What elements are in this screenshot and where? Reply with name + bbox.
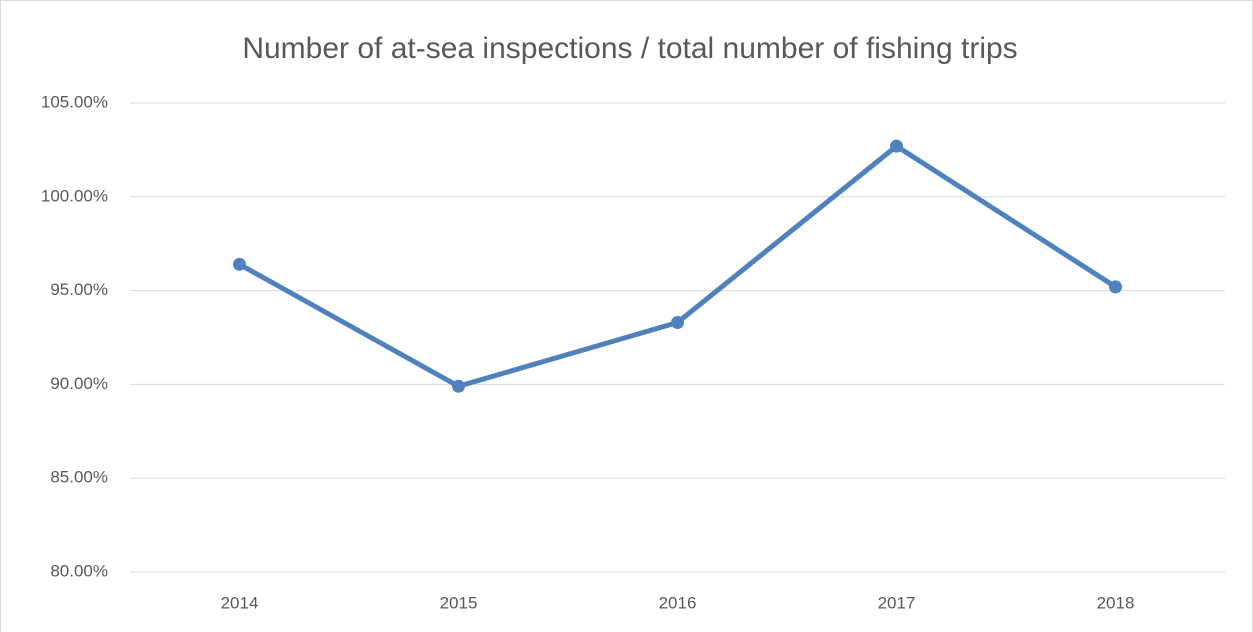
x-tick-label: 2017 (878, 593, 916, 612)
y-tick-label: 100.00% (41, 186, 108, 205)
y-tick-label: 90.00% (50, 374, 108, 393)
x-tick-label: 2015 (440, 593, 478, 612)
data-point (671, 315, 684, 329)
chart-title: Number of at-sea inspections / total num… (242, 32, 1017, 65)
x-tick-label: 2014 (221, 593, 259, 612)
x-tick-label: 2016 (659, 593, 697, 612)
data-point (452, 379, 465, 393)
data-point (233, 257, 246, 271)
x-tick-label: 2018 (1097, 593, 1135, 612)
data-point (890, 139, 903, 153)
y-tick-label: 80.00% (50, 561, 108, 580)
y-tick-label: 85.00% (50, 468, 108, 487)
data-point (1109, 280, 1122, 294)
y-tick-label: 105.00% (41, 92, 108, 111)
y-tick-label: 95.00% (50, 280, 108, 299)
